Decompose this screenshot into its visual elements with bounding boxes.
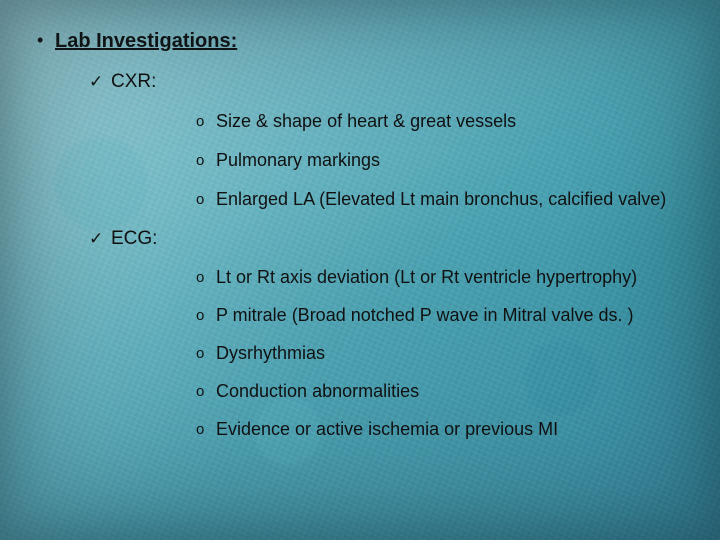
section-cxr: CXR: Size & shape of heart & great vesse… (55, 71, 695, 210)
item-text: Dysrhythmias (216, 343, 325, 363)
list-item: Size & shape of heart & great vessels (111, 111, 695, 132)
list-item: Conduction abnormalities (111, 381, 695, 402)
ecg-items: Lt or Rt axis deviation (Lt or Rt ventri… (111, 267, 695, 440)
list-item: Evidence or active ischemia or previous … (111, 419, 695, 440)
section-heading: CXR: (111, 71, 156, 92)
item-text: Lt or Rt axis deviation (Lt or Rt ventri… (216, 267, 637, 287)
list-item: Pulmonary markings (111, 150, 695, 171)
item-text: P mitrale (Broad notched P wave in Mitra… (216, 305, 634, 325)
title-item: Lab Investigations: CXR: Size & shape of… (25, 30, 695, 440)
cxr-items: Size & shape of heart & great vessels Pu… (111, 111, 695, 210)
item-text: Size & shape of heart & great vessels (216, 111, 516, 131)
item-text: Evidence or active ischemia or previous … (216, 419, 558, 439)
list-item: Lt or Rt axis deviation (Lt or Rt ventri… (111, 267, 695, 288)
section-heading: ECG: (111, 228, 157, 249)
item-text: Enlarged LA (Elevated Lt main bronchus, … (216, 189, 666, 209)
list-item: P mitrale (Broad notched P wave in Mitra… (111, 305, 695, 326)
slide: Lab Investigations: CXR: Size & shape of… (0, 0, 720, 540)
item-text: Pulmonary markings (216, 150, 380, 170)
list-item: Enlarged LA (Elevated Lt main bronchus, … (111, 189, 695, 210)
outline-root: Lab Investigations: CXR: Size & shape of… (25, 30, 695, 440)
slide-title: Lab Investigations: (55, 30, 237, 52)
item-text: Conduction abnormalities (216, 381, 419, 401)
list-item: Dysrhythmias (111, 343, 695, 364)
section-ecg: ECG: Lt or Rt axis deviation (Lt or Rt v… (55, 228, 695, 440)
section-list: CXR: Size & shape of heart & great vesse… (55, 71, 695, 440)
